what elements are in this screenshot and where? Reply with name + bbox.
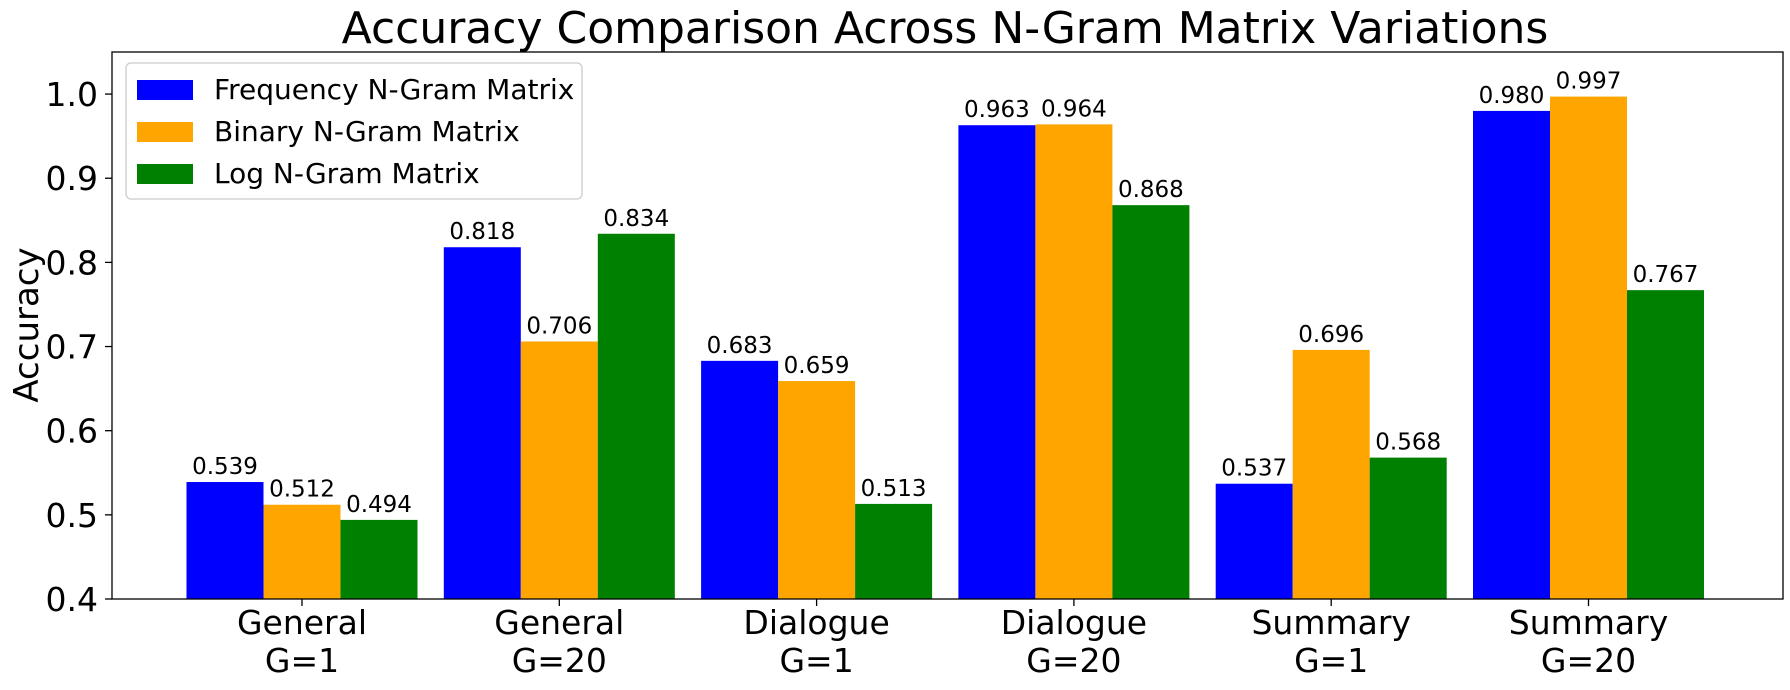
plot-frame (111, 51, 1784, 600)
bar-2-1 (263, 504, 341, 599)
bar-1-5 (1215, 483, 1293, 599)
data-label-2-3: 0.659 (784, 353, 850, 379)
x-tick-label: G=20 (512, 641, 607, 680)
x-tick-label: G=1 (265, 641, 339, 680)
x-tick-label: Summary (1251, 603, 1410, 642)
x-tick-label: G=20 (1541, 641, 1636, 680)
data-labels-layer: 0.539 0.512 0.494 0.818 0.706 0.834 0.683 0.659… (192, 69, 1698, 518)
bar-3-6 (1627, 290, 1704, 599)
bar-1-3 (701, 360, 779, 599)
bar-2-4 (1035, 124, 1113, 599)
data-label-1-2: 0.818 (449, 219, 515, 245)
chart-title: Accuracy Comparison Across N-Gram Matrix… (342, 3, 1549, 54)
bar-3-5 (1369, 457, 1447, 599)
data-label-2-1: 0.512 (269, 477, 335, 503)
data-label-3-6: 0.767 (1633, 262, 1699, 288)
x-tick-label: General (494, 603, 624, 642)
bar-2-2 (520, 341, 598, 599)
y-tick-label: 1.0 (46, 75, 98, 114)
y-tick-label: 0.6 (46, 412, 98, 451)
bar-1-6 (1473, 110, 1550, 600)
data-label-3-4: 0.868 (1118, 177, 1184, 203)
data-label-2-6: 0.997 (1556, 69, 1622, 95)
x-tick-label: Dialogue (743, 603, 889, 642)
bar-2-6 (1550, 96, 1627, 600)
legend-label-2: Binary N-Gram Matrix (214, 115, 520, 148)
y-axis-label: Accuracy (7, 247, 47, 402)
data-label-3-1: 0.494 (346, 492, 412, 518)
bar-3-3 (855, 503, 933, 599)
x-tick-label: G=1 (1294, 641, 1368, 680)
x-tick-label: Summary (1509, 603, 1668, 642)
data-label-3-2: 0.834 (603, 206, 669, 232)
legend-box (125, 62, 583, 200)
y-tick-label: 0.8 (46, 243, 98, 282)
data-label-2-2: 0.706 (526, 313, 592, 339)
bar-1-4 (958, 125, 1036, 600)
bar-2-3 (778, 381, 856, 599)
bar-2-5 (1292, 349, 1370, 599)
legend-swatch-1 (137, 80, 193, 100)
x-tick-label: Dialogue (1001, 603, 1147, 642)
data-label-1-4: 0.963 (964, 97, 1030, 123)
data-label-2-5: 0.696 (1298, 322, 1364, 348)
bars-layer (186, 96, 1704, 600)
data-label-1-5: 0.537 (1221, 456, 1287, 482)
bar-3-1 (340, 519, 418, 599)
y-tick-label: 0.4 (46, 580, 98, 619)
legend-swatch-3 (137, 164, 193, 184)
legend: Frequency N-Gram Matrix Binary N-Gram Mat… (125, 62, 583, 200)
legend-label-1: Frequency N-Gram Matrix (214, 73, 574, 106)
y-tick-label: 0.5 (46, 496, 98, 535)
x-tick-label: General (237, 603, 367, 642)
data-label-3-5: 0.568 (1375, 430, 1441, 456)
y-tick-label: 0.9 (46, 159, 98, 198)
bar-3-2 (597, 233, 675, 599)
legend-swatch-2 (137, 122, 193, 142)
data-label-1-1: 0.539 (192, 454, 258, 480)
data-label-3-3: 0.513 (861, 476, 927, 502)
data-label-2-4: 0.964 (1041, 96, 1107, 122)
axes-layer: 0.40.50.60.70.80.91.0GeneralG=1GeneralG=… (46, 51, 1784, 680)
x-tick-label: G=20 (1026, 641, 1121, 680)
bar-1-2 (443, 247, 521, 599)
data-label-1-3: 0.683 (707, 333, 773, 359)
x-tick-label: G=1 (779, 641, 853, 680)
y-tick-label: 0.7 (46, 328, 98, 367)
legend-label-3: Log N-Gram Matrix (214, 157, 480, 190)
data-label-1-6: 0.980 (1479, 83, 1545, 109)
bar-3-4 (1112, 205, 1190, 599)
bar-1-1 (186, 482, 264, 599)
